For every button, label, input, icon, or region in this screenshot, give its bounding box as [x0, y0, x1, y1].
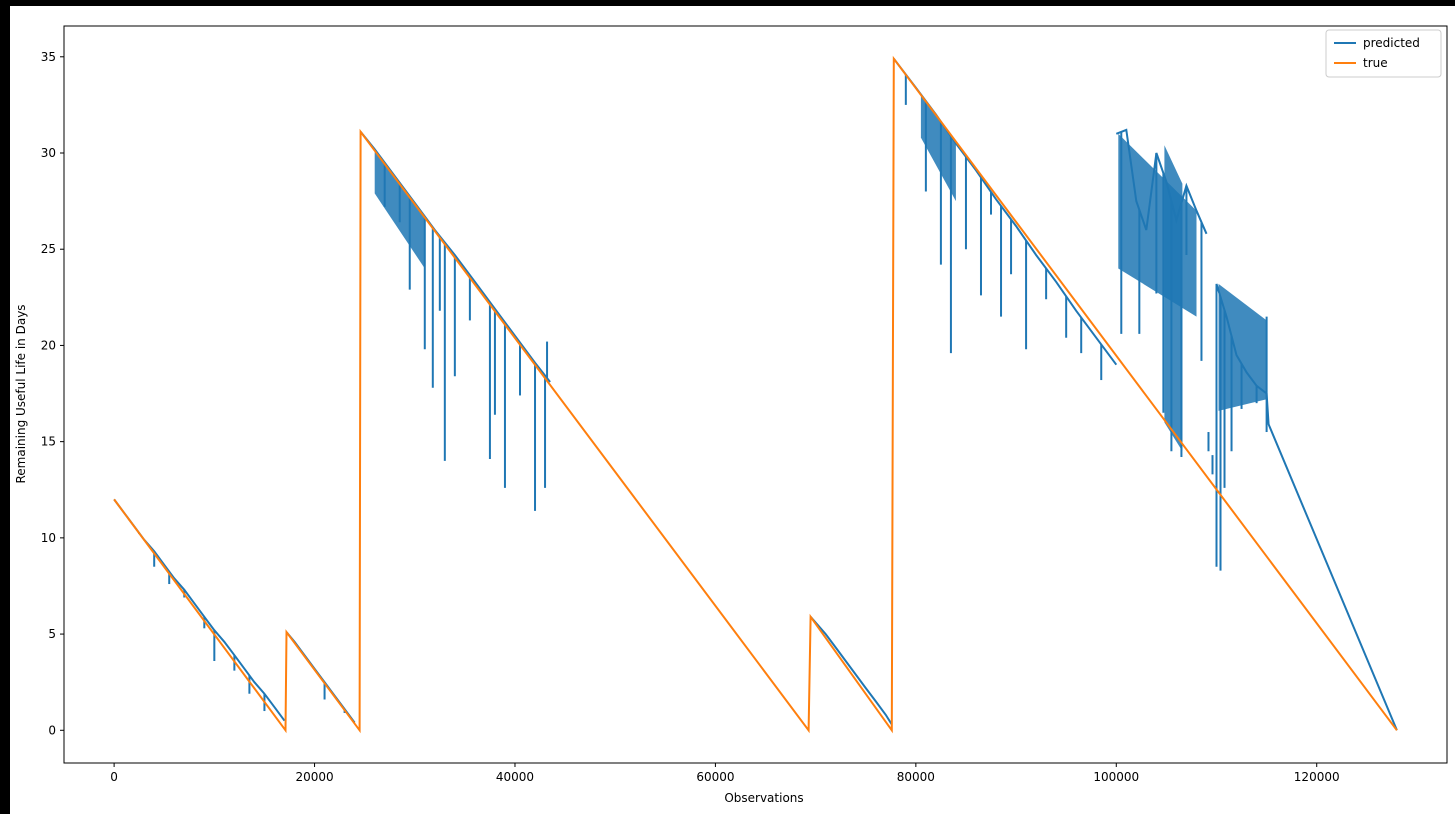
axes-border: [63, 25, 1448, 764]
y-tick-label: 15: [41, 435, 56, 449]
x-tick-label: 0: [110, 770, 118, 784]
x-axis-label: Observations: [724, 791, 803, 805]
predicted-spikes: [138, 74, 1268, 713]
x-tick-label: 20000: [295, 770, 333, 784]
legend-true-label: true: [1363, 56, 1388, 70]
plot-area: 0 20000 40000 60000 80000 100000 120000 0 5 10 15 2…: [10, 6, 1455, 814]
y-tick-label: 20: [41, 338, 56, 352]
predicted-band: [1164, 145, 1183, 452]
true-series: [113, 55, 1398, 734]
legend-box: [1325, 29, 1442, 78]
legend-predicted-label: predicted: [1363, 36, 1420, 50]
y-tick-label: 25: [41, 242, 56, 256]
predicted-line-segment: [1215, 283, 1398, 731]
x-tick-label: 60000: [696, 770, 734, 784]
x-tick-label: 100000: [1093, 770, 1139, 784]
true-line: [113, 55, 1398, 734]
y-tick-label: 30: [41, 146, 56, 160]
x-tick-label: 120000: [1294, 770, 1340, 784]
predicted-band: [1218, 283, 1267, 411]
predicted-band: [920, 95, 956, 202]
y-axis-label: Remaining Useful Life in Days: [14, 304, 28, 483]
y-tick-label: 35: [41, 50, 56, 64]
legend: predicted true: [1325, 29, 1442, 78]
axis-ticks: 0 20000 40000 60000 80000 100000 120000 0 5 10 15 2…: [41, 50, 1340, 784]
y-tick-label: 5: [48, 627, 56, 641]
predicted-noise-bands: [374, 95, 1267, 452]
predicted-line-segment: [809, 616, 893, 726]
axes-frame: [63, 25, 1448, 764]
x-tick-label: 40000: [496, 770, 534, 784]
rul-line-chart: 0 20000 40000 60000 80000 100000 120000 0 5 10 15 2…: [14, 25, 1448, 805]
predicted-line-segment: [1115, 128, 1208, 235]
y-tick-label: 10: [41, 531, 56, 545]
x-tick-label: 80000: [897, 770, 935, 784]
predicted-series: [113, 58, 1398, 731]
y-tick-label: 0: [48, 723, 56, 737]
